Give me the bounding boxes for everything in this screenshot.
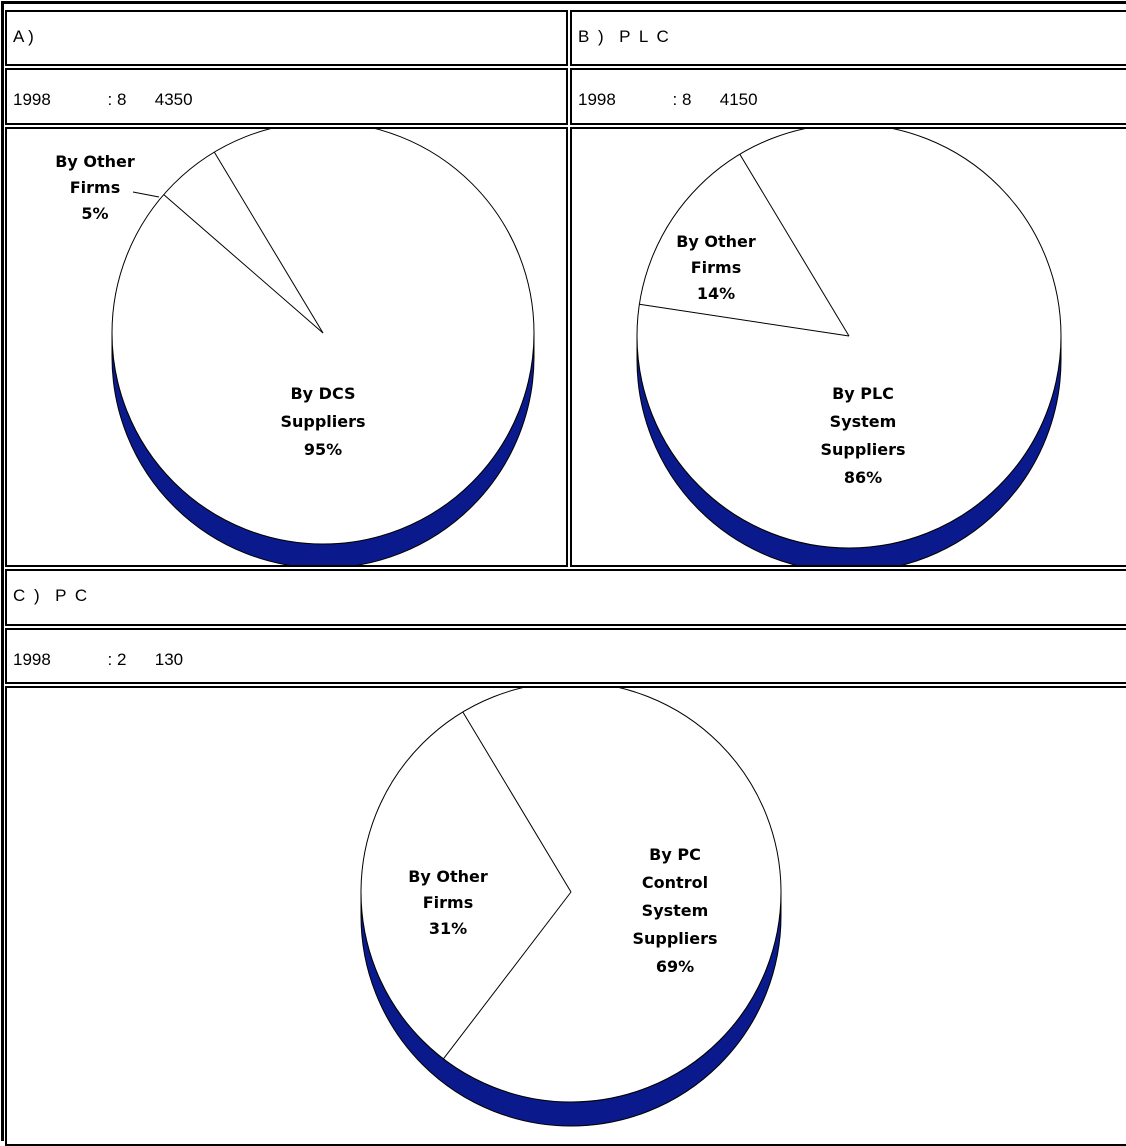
pie-label-line: 14% [697, 284, 735, 303]
pie-slice-boundary [213, 151, 324, 334]
pie-label-line: By Other [676, 232, 756, 251]
panel-a-info: 1998 : 8 4350 [13, 90, 193, 109]
pie-slice-label: By Other Firms 5% [55, 152, 135, 223]
pie-top-face [111, 129, 535, 545]
panel-a-title-cell: A ) [5, 10, 568, 66]
pie-label-line: 69% [656, 957, 694, 976]
pie-label-line: By PC [649, 845, 701, 864]
pie-slice-label: By DCS Suppliers 95% [280, 384, 365, 459]
panel-a-info-cell: 1998 : 8 4350 [5, 68, 568, 125]
pie-slice-boundary [462, 711, 572, 893]
pie-top-face [360, 688, 782, 1103]
pie-label-line: By PLC [832, 384, 894, 403]
panel-c-info: 1998 : 2 130 [13, 650, 184, 669]
pie-slice-label: By Other Firms 31% [408, 867, 488, 938]
panel-b-title-cell: B ) P L C [570, 10, 1126, 66]
pie-label-line: Firms [691, 258, 742, 277]
panel-b-info-cell: 1998 : 8 4150 [570, 68, 1126, 125]
pie-slice-boundary [739, 154, 850, 337]
pie-top-face [636, 129, 1062, 549]
pie-slice-label: By Other Firms 14% [676, 232, 756, 303]
pie-label-line: 31% [429, 919, 467, 938]
pie-label-line: 5% [81, 204, 108, 223]
panel-a-title: A ) [13, 27, 34, 46]
pie-label-line: Suppliers [632, 929, 717, 948]
pie-label-line: By DCS [290, 384, 355, 403]
pie-label-line: Firms [70, 178, 121, 197]
panel-b-title: B ) P L C [578, 27, 671, 46]
pie-label-line: Suppliers [280, 412, 365, 431]
pie-chart-c: By Other Firms 31% By PC Control System Suppli… [360, 688, 782, 1127]
leader-line [132, 191, 160, 198]
pie-slice-boundary [443, 891, 572, 1060]
pie-slice-label: By PLC System Suppliers 86% [820, 384, 905, 487]
pie-label-line: By Other [55, 152, 135, 171]
panel-b-info: 1998 : 8 4150 [578, 90, 758, 109]
pie-label-line: Control [642, 873, 708, 892]
pie-label-line: 95% [304, 440, 342, 459]
pie-chart-b: By Other Firms 14% By PLC System Suppliers 86% [636, 129, 1062, 565]
panel-c-info-cell: 1998 : 2 130 [5, 628, 1126, 684]
panel-c-title-cell: C ) P C [5, 569, 1126, 626]
pie-label-line: By Other [408, 867, 488, 886]
pie-label-line: System [830, 412, 897, 431]
panel-a-chart-cell: By Other Firms 5% By DCS Suppliers 95% [5, 127, 568, 567]
pie-slice-boundary [163, 194, 324, 334]
pie-chart-a: By Other Firms 5% By DCS Suppliers 95% [55, 129, 535, 565]
pie-slice-label: By PC Control System Suppliers 69% [632, 845, 717, 976]
pie-slice-boundary [639, 303, 850, 337]
panel-b-chart-cell: By Other Firms 14% By PLC System Suppliers 86% [570, 127, 1126, 567]
panel-c-title: C ) P C [13, 586, 90, 605]
pie-label-line: Firms [423, 893, 474, 912]
pie-label-line: Suppliers [820, 440, 905, 459]
pie-label-line: System [642, 901, 709, 920]
panel-c-chart-cell: By Other Firms 31% By PC Control System Suppli… [5, 686, 1126, 1146]
pie-label-line: 86% [844, 468, 882, 487]
